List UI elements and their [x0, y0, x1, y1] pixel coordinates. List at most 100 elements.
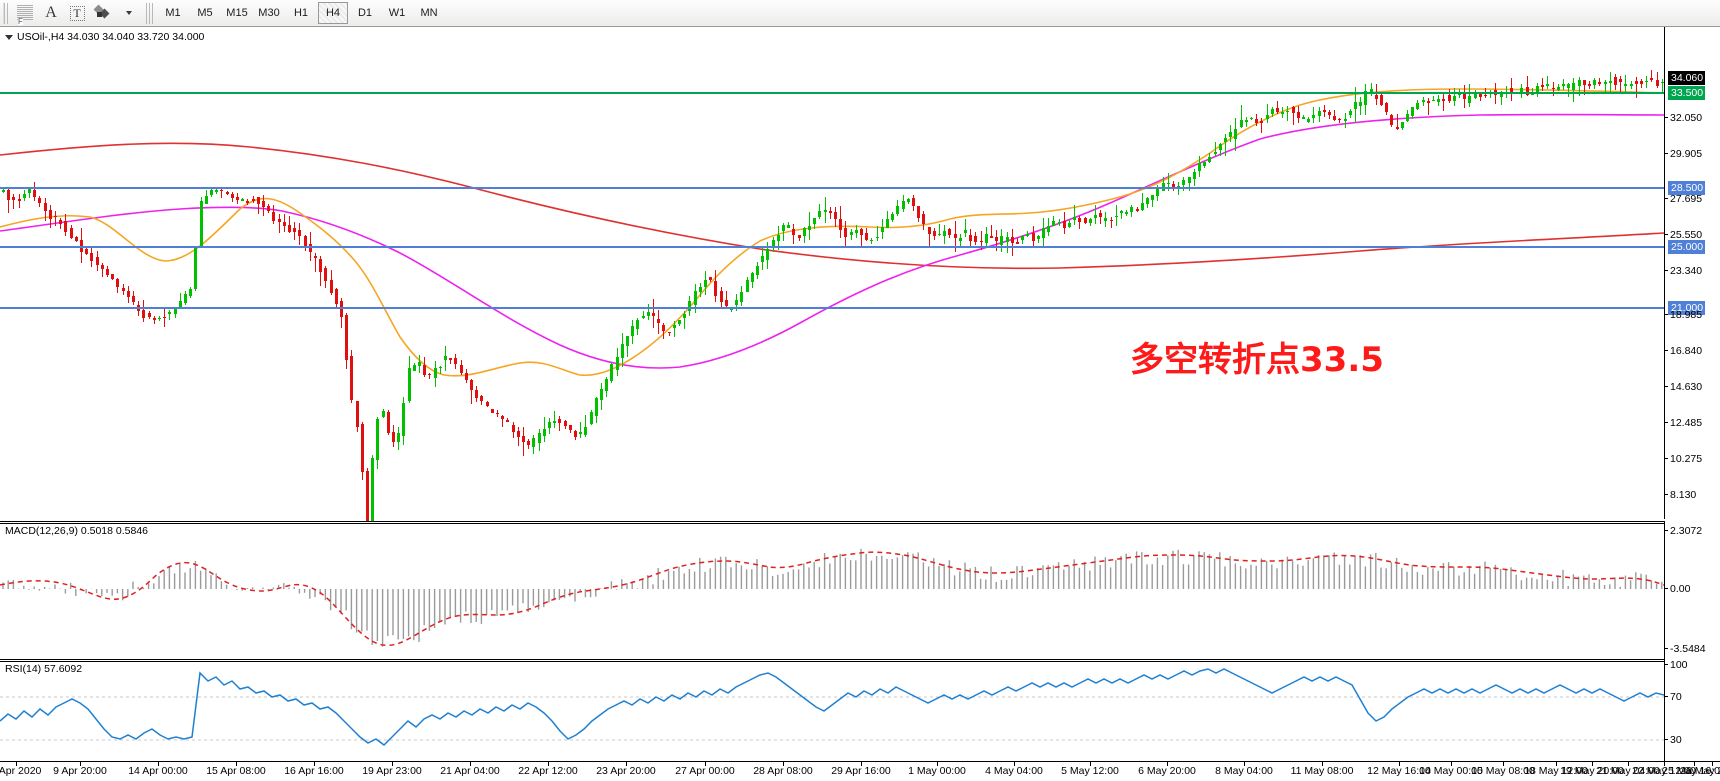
candle-body — [126, 290, 130, 297]
candle-wick — [673, 320, 675, 338]
candle-body — [1354, 101, 1357, 109]
candle-body — [38, 198, 42, 204]
candle-body — [158, 317, 161, 320]
candle-body — [802, 228, 806, 236]
price-tick-label: 21.000 — [1668, 301, 1706, 315]
candle-body — [324, 267, 328, 282]
candle-body — [860, 228, 863, 236]
timeframe-button-m5[interactable]: M5 — [197, 7, 213, 19]
timeframe-button-m15[interactable]: M15 — [226, 7, 248, 19]
chart-canvas-area[interactable]: USOil-,H4 34.030 34.040 33.720 34.000 多空… — [0, 27, 1720, 781]
time-axis-tick — [1090, 762, 1091, 766]
candle-wick — [257, 196, 259, 214]
candle-body — [111, 274, 115, 280]
candle-body — [1224, 138, 1227, 143]
candle-body — [1005, 237, 1009, 242]
candle-body — [1255, 118, 1259, 124]
price-tick-label: 8.130 — [1670, 489, 1697, 501]
candle-body — [969, 235, 973, 241]
timeframe-button-d1[interactable]: D1 — [357, 7, 373, 19]
price-tick-label: 25.000 — [1668, 240, 1706, 254]
time-axis-tick — [392, 762, 393, 766]
price-pane[interactable]: USOil-,H4 34.030 34.040 33.720 34.000 多空… — [0, 27, 1720, 538]
shapes-icon[interactable] — [90, 2, 116, 25]
candle-wick — [1115, 205, 1117, 226]
time-axis-label: 22 May 12:00 — [1632, 765, 1696, 777]
candle-wick — [18, 194, 20, 209]
rsi-axis-line — [1664, 659, 1665, 761]
candle-body — [511, 424, 515, 432]
rsi-tick-label: 100 — [1670, 659, 1688, 671]
price-legend[interactable]: USOil-,H4 34.030 34.040 33.720 34.000 — [5, 31, 204, 43]
price-level-line[interactable] — [0, 92, 1664, 94]
macd-legend[interactable]: MACD(12,26,9) 0.5018 0.5846 — [5, 525, 149, 537]
candle-body — [1172, 183, 1175, 188]
text-label-icon[interactable]: A — [45, 4, 57, 21]
price-tick: 27.695 — [1664, 193, 1720, 205]
candle-body — [839, 218, 843, 230]
text-box-icon[interactable]: T — [64, 2, 90, 25]
candle-body — [100, 265, 104, 269]
candle-body — [1328, 112, 1331, 116]
timeframe-button-w1[interactable]: W1 — [388, 7, 406, 19]
candle-body — [1333, 116, 1337, 121]
axis-tick-mark — [1664, 648, 1668, 649]
macd-scale[interactable]: 2.3072 0.00 -3.5484 — [1664, 521, 1720, 659]
candle-body — [1218, 144, 1222, 150]
candle-body — [329, 280, 333, 293]
price-level-line[interactable] — [0, 246, 1664, 248]
candle-wick — [1292, 106, 1294, 125]
candle-body — [459, 364, 463, 373]
candle-wick — [1375, 83, 1377, 105]
candle-body — [1437, 99, 1441, 103]
candle-body — [1619, 78, 1623, 83]
timeframe-button-m30[interactable]: M30 — [258, 7, 280, 19]
candle-body — [1021, 235, 1025, 240]
candle-body — [376, 418, 380, 461]
candle-body — [1213, 152, 1217, 155]
chart-annotation-text[interactable]: 多空转折点33.5 — [1130, 340, 1384, 380]
macd-tick: -3.5484 — [1664, 643, 1720, 655]
candle-body — [615, 357, 619, 371]
timeframe-button-mn[interactable]: MN — [420, 7, 438, 19]
candle-body — [1088, 219, 1092, 224]
candle-body — [922, 213, 926, 225]
axis-tick-mark — [1664, 458, 1668, 459]
candle-body — [262, 201, 265, 208]
time-axis-tick — [16, 762, 17, 766]
time-axis-label: 8 Apr 2020 — [0, 765, 42, 777]
candle-body — [402, 402, 406, 437]
candle-body — [865, 232, 869, 241]
timeframe-button-m1[interactable]: M1 — [165, 7, 181, 19]
price-level-line[interactable] — [0, 307, 1664, 309]
candle-wick — [585, 414, 587, 437]
price-scale[interactable]: 34.060 33.500 32.050 29.905 28.500 27.695 25.5… — [1664, 27, 1720, 519]
chevron-down-icon[interactable] — [116, 2, 142, 25]
candle-body — [688, 301, 692, 311]
candle-body — [714, 281, 718, 297]
rsi-scale[interactable]: 100 70 30 — [1664, 659, 1720, 761]
timeframe-button-h4[interactable]: H4 — [318, 2, 348, 24]
price-tick-label: 23.340 — [1670, 265, 1703, 277]
legend-collapse-icon[interactable] — [5, 34, 13, 40]
time-axis-label: 22 Apr 12:00 — [518, 765, 578, 777]
candle-wick — [725, 290, 727, 307]
toolbar-grip[interactable] — [3, 2, 10, 24]
price-level-line[interactable] — [0, 187, 1664, 189]
macd-pane[interactable]: MACD(12,26,9) 0.5018 0.5846 2.3072 0.00 -3… — [0, 521, 1720, 659]
rsi-pane[interactable]: RSI(14) 57.6092 100 70 30 — [0, 659, 1720, 761]
price-axis-line — [1664, 27, 1665, 519]
candle-body — [501, 415, 505, 420]
candle-body — [303, 236, 307, 248]
time-axis[interactable]: 8 Apr 2020 9 Apr 20:00 14 Apr 00:00 15 Apr … — [0, 761, 1720, 781]
candle-body — [1203, 161, 1207, 166]
candle-body — [152, 318, 156, 321]
candle-body — [1603, 82, 1607, 84]
candle-body — [958, 237, 962, 242]
timeframe-button-h1[interactable]: H1 — [293, 7, 309, 19]
rsi-legend[interactable]: RSI(14) 57.6092 — [5, 663, 83, 675]
candle-wick — [517, 427, 519, 447]
fibonacci-grid-icon[interactable] — [12, 2, 38, 25]
price-tick-label: 34.060 — [1668, 71, 1706, 85]
candle-body — [90, 252, 94, 262]
